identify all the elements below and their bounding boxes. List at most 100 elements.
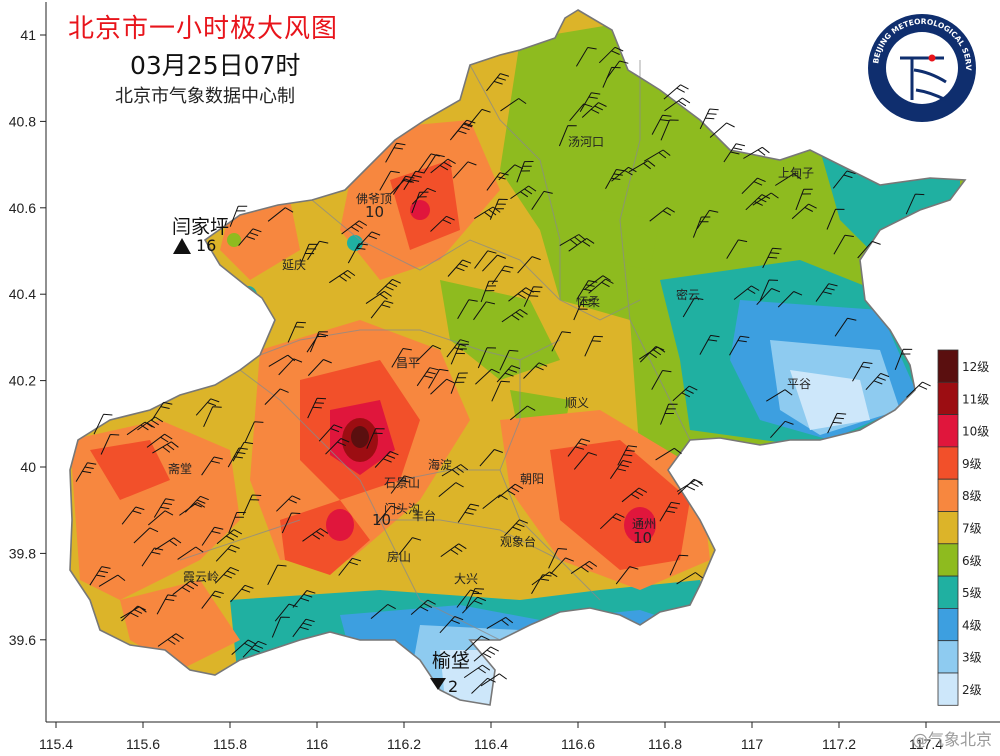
wind-barb	[201, 526, 224, 546]
wind-barb	[598, 46, 624, 64]
wind-barb	[617, 445, 638, 466]
max-triangle-icon	[173, 238, 191, 254]
wind-barb	[120, 606, 147, 619]
wind-barb	[229, 205, 248, 227]
x-tick-label: 117.4	[909, 736, 943, 752]
x-tick-label: 116.4	[474, 736, 508, 752]
watermark: @气象北京	[911, 730, 992, 749]
wind-barb	[374, 451, 399, 468]
legend-label: 3级	[962, 651, 982, 665]
wind-barb	[759, 279, 779, 301]
wind-barb	[156, 594, 177, 615]
wind-barb	[655, 447, 682, 461]
wind-barb	[462, 596, 487, 614]
legend-label: 11级	[962, 392, 989, 406]
wind-barb	[376, 278, 401, 295]
wind-barb	[676, 479, 704, 492]
wind-barb	[482, 494, 508, 509]
wind-barb	[606, 60, 629, 79]
wind-barb	[477, 347, 497, 369]
y-tick-label: 41	[20, 27, 36, 43]
wind-barb	[567, 438, 591, 457]
min-station-name: 榆垡	[432, 650, 470, 672]
min-marker: 榆垡 2	[430, 650, 470, 696]
wind-barb	[475, 368, 500, 385]
wind-barb	[184, 495, 209, 513]
legend-label: 10级	[962, 425, 989, 439]
place-label: 丰台	[412, 508, 436, 523]
wind-barb	[523, 362, 548, 379]
place-labels: 汤河口 上甸子 佛爷顶 延庆 怀柔 密云 昌平 平谷 顺义 海淀 朝阳 石景山 …	[168, 135, 814, 586]
wind-barb	[852, 361, 873, 382]
min-triangle-icon	[430, 678, 446, 690]
wind-barb	[729, 335, 750, 356]
wind-barb	[292, 618, 315, 638]
legend-label: 2级	[962, 683, 982, 697]
place-label: 海淀	[428, 457, 452, 472]
station-values: 10 10 10	[365, 203, 652, 547]
wind-barb	[491, 265, 514, 285]
wind-barb	[777, 291, 803, 308]
wind-barb	[228, 512, 246, 534]
wind-barb	[833, 234, 854, 255]
y-ticks: 41 40.8 40.6 40.4 40.2 40 39.8 39.6	[9, 27, 46, 648]
wind-barb	[268, 354, 296, 367]
wind-barb	[274, 603, 298, 622]
wind-barb	[242, 640, 267, 658]
wind-barb	[385, 142, 406, 163]
wind-barb	[242, 494, 262, 516]
wind-barb	[628, 160, 656, 173]
wind-barb	[752, 192, 779, 206]
wind-barb	[423, 154, 445, 174]
wind-barb	[447, 259, 472, 277]
wind-barb	[905, 193, 925, 215]
wind-barb	[682, 297, 704, 318]
legend-swatch	[937, 608, 959, 642]
x-tick-label: 116.8	[648, 736, 682, 752]
wind-barb	[826, 208, 845, 230]
y-tick-label: 40.8	[9, 113, 36, 129]
legend-label: 4级	[962, 618, 982, 632]
wind-barb	[639, 346, 665, 363]
wind-barb	[660, 119, 679, 141]
wind-barb	[292, 590, 316, 608]
wind-barb	[450, 343, 469, 365]
place-label: 霞云岭	[183, 570, 219, 584]
wind-barb	[548, 548, 568, 569]
legend-label: 9级	[962, 457, 982, 471]
wind-barb	[267, 207, 294, 222]
wind-barb	[428, 368, 449, 389]
place-label: 上甸子	[778, 166, 814, 180]
wind-barb	[306, 333, 329, 353]
place-label: 门头沟	[384, 501, 420, 516]
min-value: 2	[448, 677, 458, 696]
wind-barb	[100, 434, 120, 455]
wind-barb	[473, 301, 496, 321]
wind-barb	[430, 215, 455, 232]
x-tick-label: 115.6	[126, 736, 160, 752]
wind-barb	[699, 108, 719, 130]
wind-barb	[692, 216, 711, 238]
y-tick-label: 40	[20, 459, 36, 475]
wind-barb	[379, 170, 400, 191]
wind-barb	[390, 475, 414, 494]
wind-barb	[329, 269, 356, 284]
wind-barb	[894, 348, 913, 370]
wind-barb	[154, 537, 182, 551]
wind-barb	[756, 288, 781, 306]
wind-barb	[663, 84, 689, 100]
wind-barb	[733, 285, 760, 300]
wind-barb	[510, 185, 537, 200]
wind-barb	[643, 149, 671, 162]
x-tick-label: 115.8	[213, 736, 247, 752]
place-label: 观象台	[500, 534, 536, 549]
wind-barb	[509, 405, 536, 421]
wind-barb	[356, 231, 381, 249]
wind-barb	[271, 616, 290, 638]
wind-barb	[500, 98, 527, 112]
wind-barb	[709, 122, 735, 138]
x-tick-label: 117.2	[822, 736, 856, 752]
wind-barb	[660, 403, 678, 425]
wind-barb	[585, 275, 611, 290]
x-tick-label: 116.2	[387, 736, 421, 752]
